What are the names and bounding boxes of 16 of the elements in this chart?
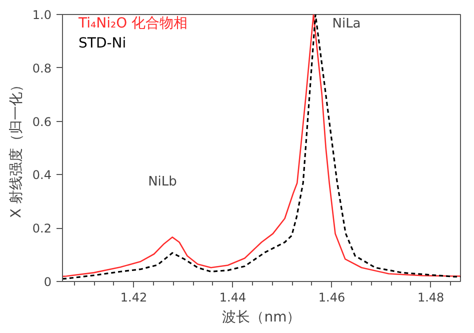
y-axis-title: X 射线强度（归一化） [8,78,24,218]
x-tick-label: 1.48 [417,290,444,304]
x-tick-label: 1.46 [318,290,346,304]
y-tick-label: 0.8 [32,61,52,76]
annotation: NiLa [332,16,361,32]
x-axis-title: 波长（nm） [222,310,301,326]
annotation: NiLb [148,174,177,190]
y-tick-label: 0.4 [32,168,52,182]
y-tick-label: 0.6 [32,114,52,129]
text: STD-Ni [78,36,126,52]
y-tick-label: 1.0 [32,8,52,22]
x-tick-label: 1.44 [219,290,246,304]
x-tick-label: 1.42 [120,290,148,304]
text: Ti₄Ni₂O 化合物相 [78,16,188,32]
y-tick-label: 0 [44,275,52,289]
y-tick-label: 0.2 [32,222,52,236]
